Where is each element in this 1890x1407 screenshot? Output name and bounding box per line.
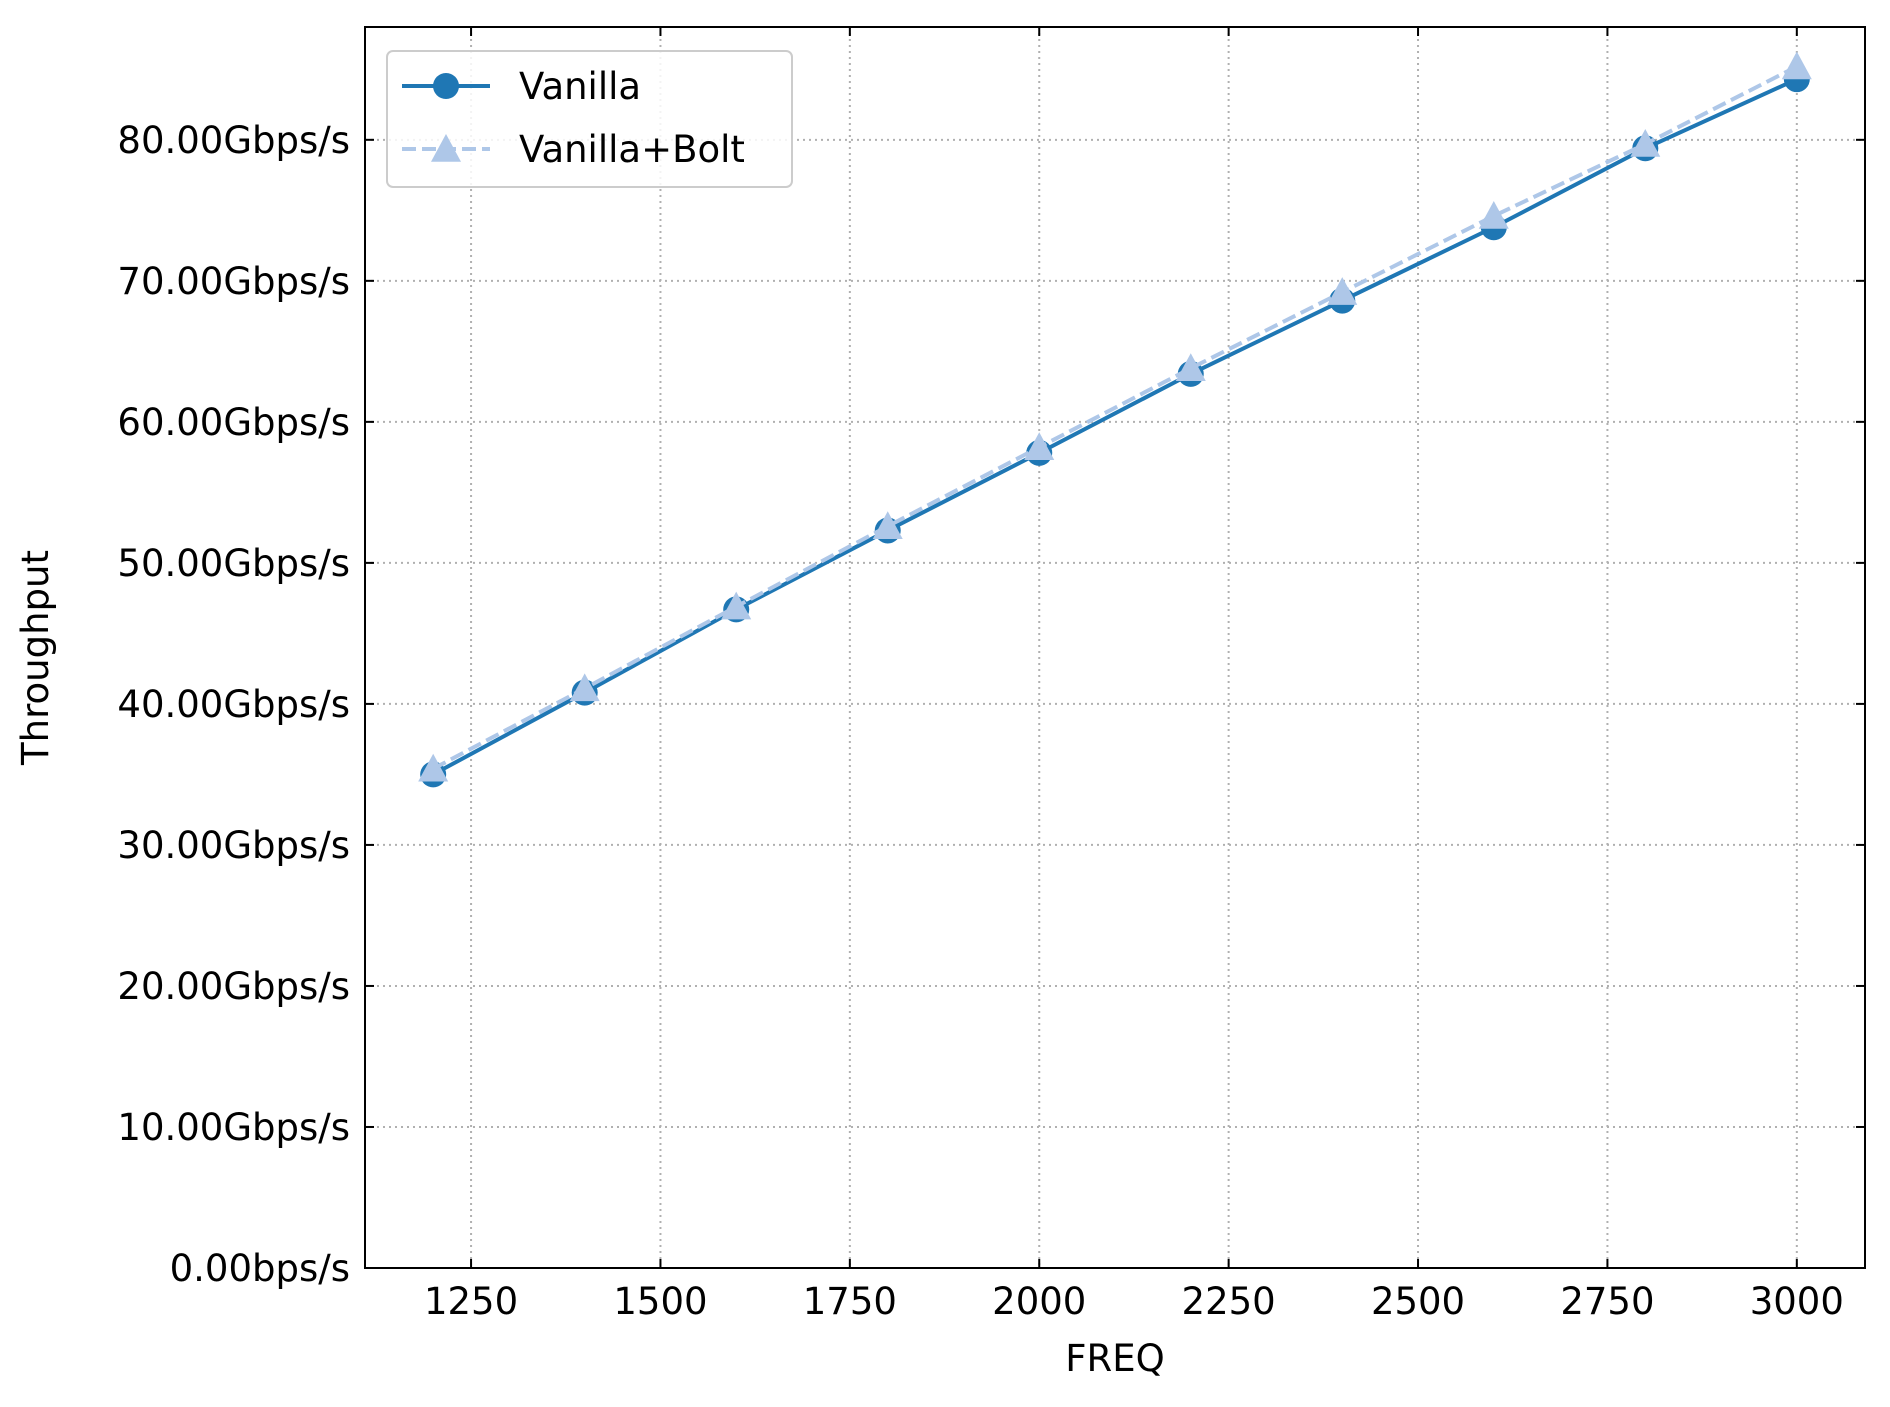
- data-point-triangle: [1781, 51, 1812, 80]
- data-point-triangle: [569, 673, 600, 702]
- y-tick-label: 60.00Gbps/s: [117, 401, 350, 444]
- x-tick-label: 1750: [803, 1280, 897, 1323]
- data-point-triangle: [721, 591, 752, 620]
- x-tick-label: 2500: [1371, 1280, 1465, 1323]
- y-tick-label: 10.00Gbps/s: [117, 1106, 350, 1149]
- y-tick-label: 0.00bps/s: [170, 1247, 350, 1290]
- legend-label: Vanilla: [519, 65, 641, 108]
- data-point-triangle: [1630, 129, 1661, 157]
- x-tick-label: 2250: [1182, 1280, 1276, 1323]
- y-tick-label: 50.00Gbps/s: [117, 542, 350, 585]
- y-tick-labels: 0.00bps/s 10.00Gbps/s 20.00Gbps/s 30.00Gbps…: [117, 119, 350, 1290]
- legend-label: Vanilla+Bolt: [519, 128, 745, 171]
- series-line: [432, 64, 1798, 771]
- x-tick-label: 3000: [1750, 1280, 1844, 1323]
- y-tick-label: 40.00Gbps/s: [117, 683, 350, 726]
- legend-item: Vanilla+Bolt: [402, 128, 745, 171]
- x-tick-label: 2000: [992, 1280, 1086, 1323]
- y-axis-label: Throughput: [14, 550, 57, 766]
- y-tick-label: 70.00Gbps/s: [117, 260, 350, 303]
- y-tick-label: 80.00Gbps/s: [117, 119, 350, 162]
- data-point-triangle: [418, 753, 449, 782]
- series-layer: [418, 51, 1812, 788]
- data-point-triangle: [1024, 432, 1055, 460]
- data-point-triangle: [1327, 277, 1358, 305]
- x-tick-labels: 1250 1500 1750 2000 2250 2500 2750 3000: [424, 1280, 1844, 1323]
- x-tick-label: 1500: [613, 1280, 707, 1323]
- data-point-triangle: [1478, 200, 1509, 229]
- x-tick-label: 1250: [424, 1280, 518, 1323]
- plot-frame: [364, 26, 1866, 1269]
- y-tick-label: 20.00Gbps/s: [117, 965, 350, 1008]
- data-point-triangle: [1175, 353, 1206, 382]
- y-tick-label: 30.00Gbps/s: [117, 824, 350, 867]
- x-tick-label: 2750: [1560, 1280, 1654, 1323]
- series-vanilla-bolt: [418, 51, 1812, 782]
- legend-marker-triangle: [431, 134, 461, 162]
- legend-item: Vanilla: [402, 65, 641, 108]
- x-axis-label: FREQ: [1065, 1337, 1165, 1380]
- legend: Vanilla Vanilla+Bolt: [386, 50, 793, 188]
- tick-marks: [365, 27, 1865, 1269]
- series-line: [432, 77, 1798, 777]
- legend-marker-circle: [433, 73, 459, 99]
- grid: [365, 27, 1865, 1268]
- data-point-triangle: [872, 511, 903, 539]
